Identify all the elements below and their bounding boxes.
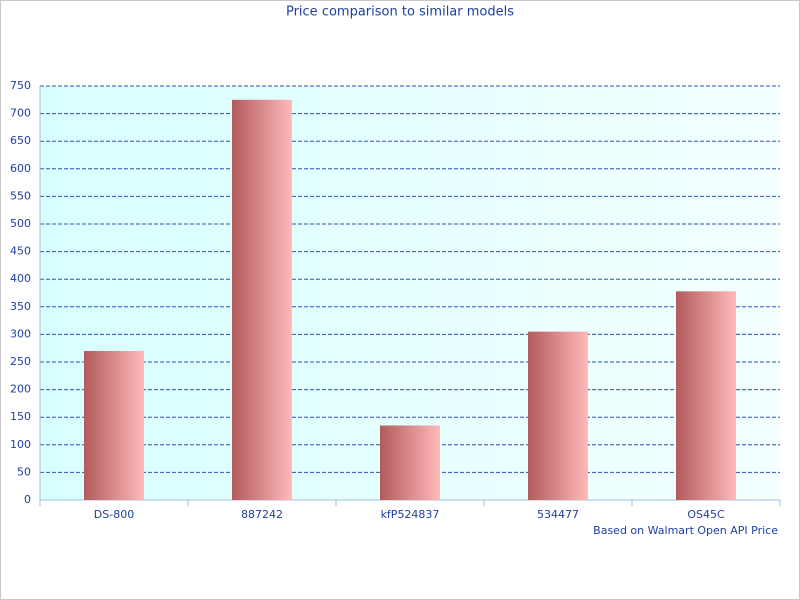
x-tick-label: DS-800: [94, 508, 134, 521]
y-tick-label: 500: [10, 217, 31, 230]
y-tick-label: 700: [10, 107, 31, 120]
bar: [380, 425, 440, 500]
y-tick-label: 750: [10, 79, 31, 92]
bar: [528, 331, 588, 500]
y-tick-label: 350: [10, 300, 31, 313]
chart-title: Price comparison to similar models: [286, 5, 514, 20]
y-tick-label: 600: [10, 162, 31, 175]
y-tick-label: 400: [10, 272, 31, 285]
annotation: Based on Walmart Open API Price: [593, 524, 778, 537]
bar: [232, 99, 292, 501]
y-tick-label: 250: [10, 355, 31, 368]
y-tick-label: 150: [10, 410, 31, 423]
x-tick-label: kfP524837: [381, 508, 440, 521]
y-tick-label: 550: [10, 189, 31, 202]
y-tick-label: 100: [10, 438, 31, 451]
x-tick-label: OS45C: [687, 508, 725, 521]
bar: [84, 350, 144, 500]
y-tick-label: 450: [10, 245, 31, 258]
x-tick-label: 887242: [241, 508, 283, 521]
y-tick-label: 0: [24, 493, 31, 506]
y-tick-label: 650: [10, 134, 31, 147]
x-tick-label: 534477: [537, 508, 579, 521]
y-tick-label: 50: [17, 465, 31, 478]
bar: [676, 291, 736, 500]
y-tick-label: 300: [10, 327, 31, 340]
y-tick-label: 200: [10, 383, 31, 396]
